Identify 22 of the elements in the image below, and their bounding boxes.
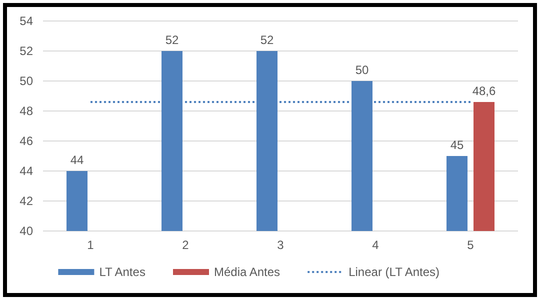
y-tick-label: 44 [20,164,34,178]
data-label: 48,6 [472,84,496,98]
y-tick-label: 42 [20,194,34,208]
x-tick-label: 4 [372,238,380,252]
x-tick-label: 3 [277,238,284,252]
legend-label: Linear (LT Antes) [348,265,440,280]
y-tick-label: 54 [20,14,34,28]
y-tick-label: 50 [20,74,34,88]
y-tick-label: 46 [20,134,34,148]
y-tick-label: 40 [20,224,34,238]
legend-label: Média Antes [214,265,280,280]
data-label: 44 [70,153,84,167]
y-tick-label: 52 [20,44,34,58]
data-label: 45 [450,138,464,152]
x-tick-label: 2 [182,238,190,252]
data-label: 52 [260,33,274,47]
y-tick-label: 48 [20,104,34,118]
legend-label: LT Antes [99,265,146,280]
x-tick-label: 5 [467,238,474,252]
data-label: 52 [165,33,179,47]
x-tick-label: 1 [87,238,94,252]
data-label: 50 [355,63,369,77]
